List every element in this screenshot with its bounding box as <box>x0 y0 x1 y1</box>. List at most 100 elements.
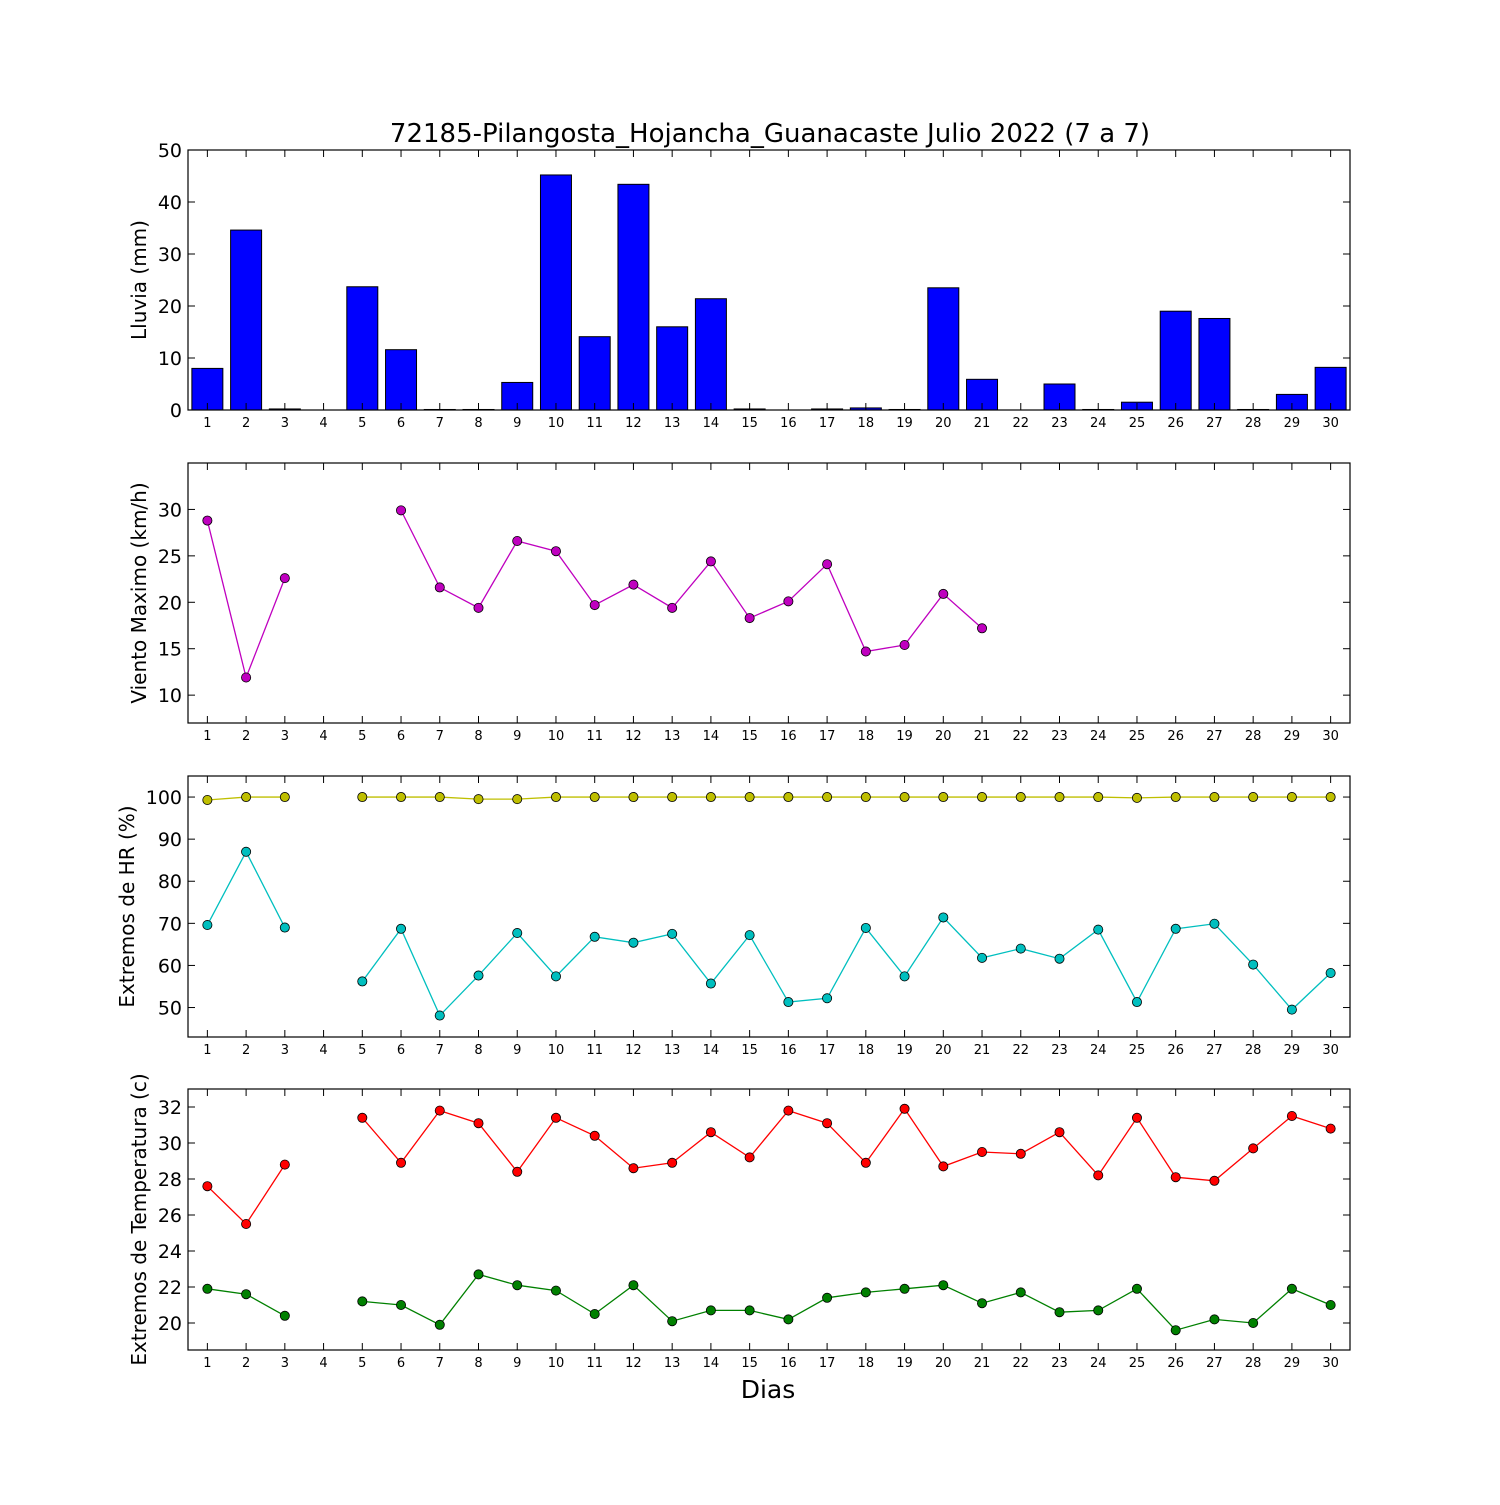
series-2-point-day-29 <box>1286 1283 1297 1294</box>
series-2-point-day-26 <box>1170 923 1181 934</box>
x-tick-label-27: 27 <box>1206 1356 1223 1371</box>
x-tick-label-19: 19 <box>896 729 913 744</box>
series-2-point-day-16 <box>783 997 794 1008</box>
x-tick-label-2: 2 <box>242 1043 250 1058</box>
series-2-point-day-28 <box>1248 959 1259 970</box>
series-2-point-day-5 <box>357 1296 368 1307</box>
series-2-point-day-19 <box>899 971 910 982</box>
series-2-point-day-25 <box>1131 997 1142 1008</box>
y-axis-label: Lluvia (mm) <box>127 220 151 340</box>
y-tick-label-30: 30 <box>158 499 182 521</box>
x-tick-label-9: 9 <box>513 729 521 744</box>
series-2-point-day-17 <box>822 1292 833 1303</box>
series-1-point-day-23 <box>1054 792 1065 803</box>
x-tick-label-10: 10 <box>548 1356 565 1371</box>
series-2-point-day-5 <box>357 976 368 987</box>
x-tick-label-11: 11 <box>586 416 603 431</box>
series-1-line-segment-2 <box>400 510 983 653</box>
series-2-point-day-14 <box>705 1305 716 1316</box>
x-tick-label-1: 1 <box>203 1043 211 1058</box>
series-2-point-day-30 <box>1325 1300 1336 1311</box>
x-tick-label-18: 18 <box>858 1043 875 1058</box>
series-2-point-day-1 <box>202 920 213 931</box>
series-2-point-day-21 <box>977 1298 988 1309</box>
series-2-point-day-27 <box>1209 1314 1220 1325</box>
series-2-point-day-28 <box>1248 1318 1259 1329</box>
x-tick-label-26: 26 <box>1167 1043 1184 1058</box>
x-tick-label-28: 28 <box>1245 1356 1262 1371</box>
series-2-point-day-20 <box>938 912 949 923</box>
series-1-line-segment-1 <box>206 1164 286 1226</box>
series-1-point-day-11 <box>589 1130 600 1141</box>
series-1-point-day-25 <box>1131 1112 1142 1123</box>
x-tick-label-10: 10 <box>548 1043 565 1058</box>
x-tick-label-9: 9 <box>513 1356 521 1371</box>
series-2-point-day-6 <box>396 1300 407 1311</box>
series-2-line-segment-2 <box>361 916 1332 1017</box>
series-2-point-day-7 <box>434 1319 445 1330</box>
x-tick-label-30: 30 <box>1322 416 1339 431</box>
bar-day-14 <box>694 298 727 411</box>
bar-day-30 <box>1314 366 1347 411</box>
y-tick-label-10: 10 <box>158 348 182 370</box>
x-tick-label-28: 28 <box>1245 1043 1262 1058</box>
y-tick-label-50: 50 <box>158 998 182 1020</box>
y-tick-label-25: 25 <box>158 546 182 568</box>
x-tick-label-24: 24 <box>1090 729 1107 744</box>
x-tick-label-23: 23 <box>1051 416 1068 431</box>
series-1-point-day-21 <box>977 1147 988 1158</box>
x-tick-label-4: 4 <box>319 1356 327 1371</box>
series-1-point-day-8 <box>473 794 484 805</box>
series-1-point-day-23 <box>1054 1127 1065 1138</box>
series-1-point-day-10 <box>550 1112 561 1123</box>
series-1-point-day-22 <box>1015 792 1026 803</box>
series-2-point-day-9 <box>512 1280 523 1291</box>
y-tick-label-28: 28 <box>158 1169 182 1191</box>
series-1-point-day-17 <box>822 792 833 803</box>
series-2-point-day-2 <box>241 1289 252 1300</box>
x-tick-label-26: 26 <box>1167 729 1184 744</box>
series-1-point-day-8 <box>473 1118 484 1129</box>
x-tick-label-8: 8 <box>474 1043 482 1058</box>
series-1-point-day-22 <box>1015 1148 1026 1159</box>
series-1-point-day-21 <box>977 623 988 634</box>
series-2-point-day-19 <box>899 1283 910 1294</box>
x-tick-label-27: 27 <box>1206 416 1223 431</box>
series-2-point-day-6 <box>396 923 407 934</box>
x-tick-label-7: 7 <box>436 729 444 744</box>
x-tick-label-14: 14 <box>703 416 720 431</box>
y-tick-label-30: 30 <box>158 244 182 266</box>
series-2-point-day-24 <box>1093 1305 1104 1316</box>
x-tick-label-13: 13 <box>664 729 681 744</box>
series-2-point-day-26 <box>1170 1325 1181 1336</box>
x-tick-label-12: 12 <box>625 729 642 744</box>
series-1-point-day-14 <box>705 792 716 803</box>
x-tick-label-17: 17 <box>819 1043 836 1058</box>
bar-day-2 <box>230 229 263 411</box>
series-1-point-day-16 <box>783 596 794 607</box>
y-axis-label: Viento Maximo (km/h) <box>127 482 151 703</box>
y-tick-label-15: 15 <box>158 639 182 661</box>
series-1-point-day-25 <box>1131 792 1142 803</box>
series-1-point-day-2 <box>241 792 252 803</box>
y-axis-label: Extremos de Temperatura (c) <box>127 1073 151 1365</box>
series-2-point-day-15 <box>744 1305 755 1316</box>
series-1-point-day-9 <box>512 794 523 805</box>
series-1-point-day-14 <box>705 556 716 567</box>
x-tick-label-6: 6 <box>397 416 405 431</box>
x-axis-label: Dias <box>741 1375 796 1404</box>
series-1-point-day-5 <box>357 792 368 803</box>
x-tick-label-2: 2 <box>242 729 250 744</box>
series-2-point-day-10 <box>550 1285 561 1296</box>
series-1-point-day-3 <box>279 573 290 584</box>
series-1-point-day-11 <box>589 600 600 611</box>
x-tick-label-15: 15 <box>741 729 758 744</box>
x-tick-label-1: 1 <box>203 416 211 431</box>
series-1-point-day-20 <box>938 1161 949 1172</box>
x-tick-label-12: 12 <box>625 1043 642 1058</box>
series-2-point-day-30 <box>1325 968 1336 979</box>
bar-day-5 <box>346 286 379 411</box>
series-2-point-day-11 <box>589 931 600 942</box>
